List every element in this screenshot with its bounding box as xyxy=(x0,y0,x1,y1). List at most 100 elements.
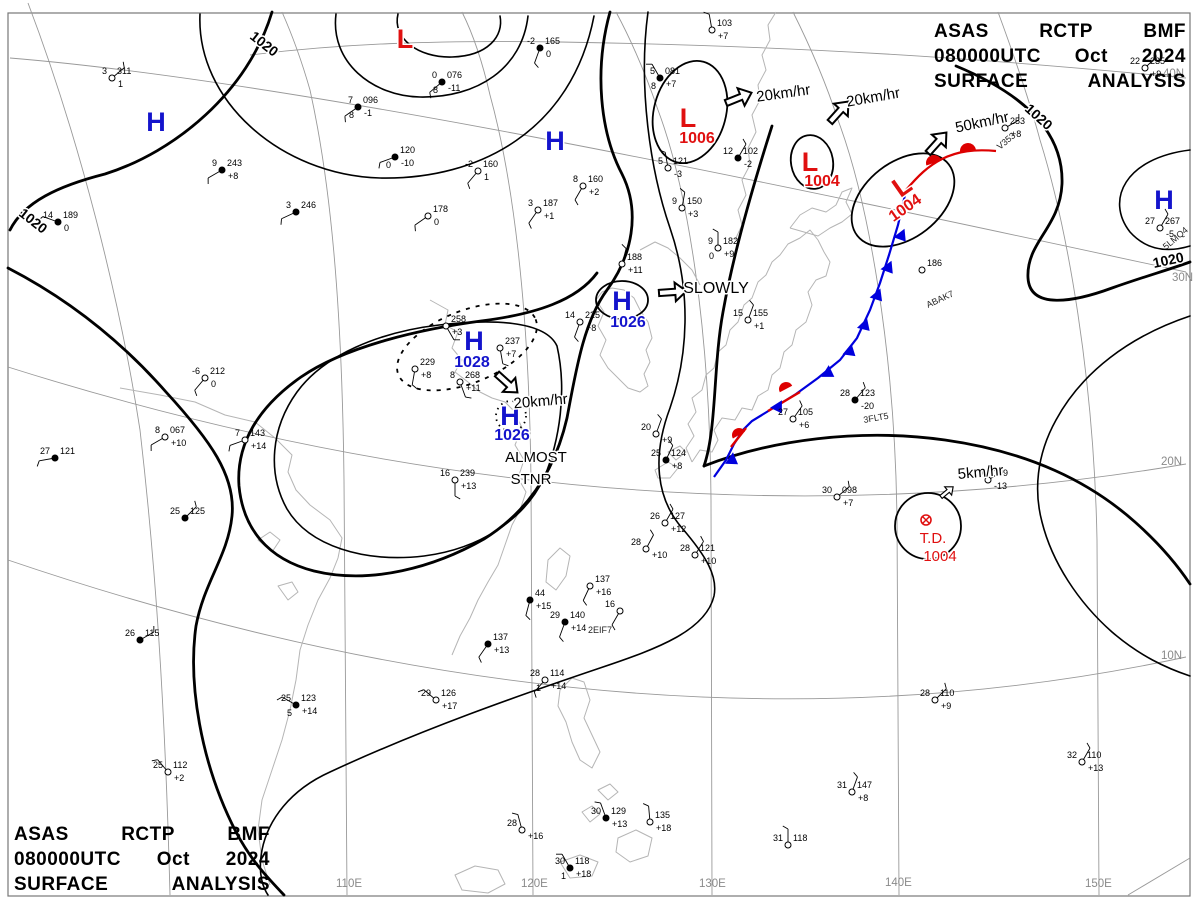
coastline xyxy=(454,865,506,894)
station-value: 0 xyxy=(434,217,439,227)
coastline xyxy=(597,783,619,801)
coastline xyxy=(691,239,831,463)
station-value: 32 xyxy=(1067,750,1077,760)
wind-barb-feather xyxy=(679,188,686,193)
coastline xyxy=(615,829,653,863)
station-value: 258 xyxy=(451,314,466,324)
latitude-gridline xyxy=(9,57,1187,273)
station-value: 28 xyxy=(631,537,641,547)
wind-barb-feather xyxy=(742,138,747,145)
station-value: +8 xyxy=(421,370,431,380)
chart-title-top-right: ASAS RCTP BMF 080000UTC Oct 2024 SURFACE… xyxy=(934,19,1186,94)
station-value: 16 xyxy=(605,599,615,609)
movement-arrow xyxy=(493,370,519,394)
station-value: +14 xyxy=(571,623,586,633)
station-value: 127 xyxy=(670,511,685,521)
station-circle xyxy=(51,454,59,462)
station-circle xyxy=(451,476,459,484)
station-value: 147 xyxy=(857,780,872,790)
station-value: 225 xyxy=(585,310,600,320)
station-value: -20 xyxy=(861,401,874,411)
station-value: 105 xyxy=(798,407,813,417)
station-value: 137 xyxy=(493,632,508,642)
low-pressure-symbol: L xyxy=(802,147,819,177)
station-value: 137 xyxy=(595,574,610,584)
coastline xyxy=(559,854,599,879)
wind-barb-feather xyxy=(38,216,44,221)
wind-barb-feather xyxy=(525,615,531,621)
station-plot: 28 121 +10 xyxy=(680,535,716,566)
station-circle xyxy=(411,365,419,373)
station-value: 109 xyxy=(993,468,1008,478)
wind-barb-feather xyxy=(749,300,754,306)
station-circle xyxy=(484,640,492,648)
station-value: +10 xyxy=(171,438,186,448)
warm-front-dome xyxy=(732,428,746,439)
title-word: BMF xyxy=(1143,21,1186,42)
high-pressure-symbol: H xyxy=(146,107,166,137)
station-value: 120 xyxy=(400,145,415,155)
station-value: 112 xyxy=(173,760,187,770)
station-value: 123 xyxy=(301,693,316,703)
station-circle xyxy=(789,415,797,423)
low-pressure-value: 1004 xyxy=(804,173,840,190)
station-value: 160 xyxy=(588,174,603,184)
cold-front-triangle xyxy=(770,400,782,414)
station-circle xyxy=(646,818,654,826)
isobar-contour xyxy=(6,266,286,897)
station-circle xyxy=(664,164,672,172)
wind-barb-feather xyxy=(594,801,601,804)
station-plot: 20 +9 xyxy=(641,414,672,445)
warm-front-dome xyxy=(926,155,942,166)
station-value: 155 xyxy=(753,308,768,318)
isobar-closed-contour xyxy=(789,134,835,190)
station-plot: 28 +16 xyxy=(507,812,543,841)
station-value: 125 xyxy=(190,506,205,516)
station-value: 129 xyxy=(611,806,626,816)
station-circle xyxy=(662,456,670,464)
station-value: 239 xyxy=(460,468,475,478)
station-value: 0 xyxy=(211,379,216,389)
station-value: +6 xyxy=(799,420,809,430)
wind-barb-feather xyxy=(944,682,947,689)
wind-barb-feather xyxy=(799,400,803,407)
station-circle xyxy=(851,396,859,404)
latitude-label: 20N xyxy=(1161,456,1182,468)
station-plot: 7 096 -1 8 xyxy=(344,95,378,123)
station-value: 8 xyxy=(651,81,656,91)
station-circle xyxy=(438,78,446,86)
longitude-gridline xyxy=(27,2,171,896)
station-circle xyxy=(432,696,440,704)
station-plot: 27 267 -5 xyxy=(1145,208,1180,239)
station-value: 126 xyxy=(441,688,456,698)
station-value: -13 xyxy=(994,481,1007,491)
movement-arrow xyxy=(657,280,688,304)
station-value: 22 xyxy=(1130,56,1140,66)
station-value: 267 xyxy=(1165,216,1180,226)
high-pressure-symbol: H xyxy=(612,286,632,316)
movement-arrow xyxy=(826,100,850,126)
station-value: +3 xyxy=(688,209,698,219)
title-line-3: SURFACE ANALYSIS xyxy=(934,69,1186,94)
wind-barb-feather xyxy=(534,62,539,68)
isobar-dashed-contour xyxy=(396,302,538,392)
station-value: 160 xyxy=(483,159,498,169)
station-value: -2 xyxy=(527,36,535,46)
station-value: 253 xyxy=(1010,116,1025,126)
station-circle xyxy=(1001,124,1009,132)
high-pressure-symbol: H xyxy=(500,401,520,431)
station-value: +13 xyxy=(1088,763,1103,773)
coastline xyxy=(557,677,601,769)
station-value: 165 xyxy=(545,36,560,46)
station-value: 20 xyxy=(641,422,651,432)
station-value: +10 xyxy=(652,550,667,560)
station-value: +2 xyxy=(589,187,599,197)
station-plot: 29 140 +14 xyxy=(550,610,586,642)
isobar-dotted-contour xyxy=(495,400,527,432)
station-circle xyxy=(691,551,699,559)
longitude-gridline xyxy=(461,11,534,896)
station-plot: -2 160 1 xyxy=(465,159,498,190)
isobar-contour xyxy=(8,10,274,232)
